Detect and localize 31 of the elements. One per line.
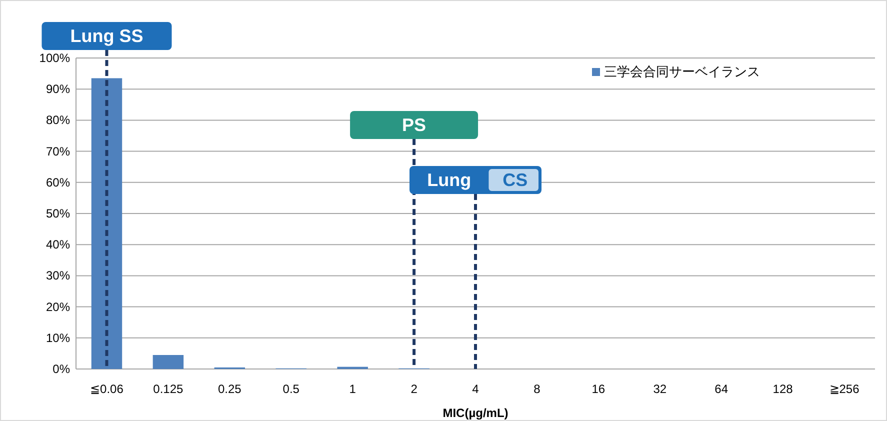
y-tick-label: 40%: [46, 238, 70, 252]
x-tick-label: 0.5: [282, 382, 300, 396]
y-tick-label: 90%: [46, 82, 70, 96]
y-tick-label: 20%: [46, 300, 70, 314]
x-axis-title: MIC(µg/mL): [442, 406, 508, 420]
x-tick-label: ≧256: [829, 382, 860, 396]
x-tick-label: 0.125: [153, 382, 184, 396]
x-tick-label: 64: [714, 382, 728, 396]
x-tick-label: 32: [653, 382, 667, 396]
x-tick-label: 16: [592, 382, 606, 396]
text: Lung CS: [427, 170, 528, 190]
bar: [152, 355, 184, 369]
x-tick-label: ≦0.06: [90, 382, 124, 396]
y-tick-label: 80%: [46, 113, 70, 128]
y-tick-label: 60%: [46, 175, 70, 190]
y-tick-label: 30%: [46, 268, 70, 283]
y-tick-label: 100%: [39, 51, 70, 65]
x-tick-label: 4: [472, 382, 480, 396]
x-tick-label: 2: [410, 382, 418, 396]
ref-line-label: PS: [402, 115, 426, 135]
x-tick-label: 8: [534, 382, 541, 396]
y-tick-label: 10%: [46, 330, 70, 345]
y-tick-label: 50%: [46, 206, 70, 220]
x-tick-label: 1: [349, 382, 356, 396]
y-tick-label: 0%: [52, 362, 70, 376]
legend-label: 三学会合同サーベイランス: [604, 64, 760, 79]
y-tick-label: 70%: [46, 144, 70, 158]
x-tick-label: 0.25: [218, 382, 242, 396]
ref-line-label: Lung SS: [70, 26, 144, 46]
bar: [91, 78, 122, 369]
x-tick-label: 128: [772, 382, 794, 396]
